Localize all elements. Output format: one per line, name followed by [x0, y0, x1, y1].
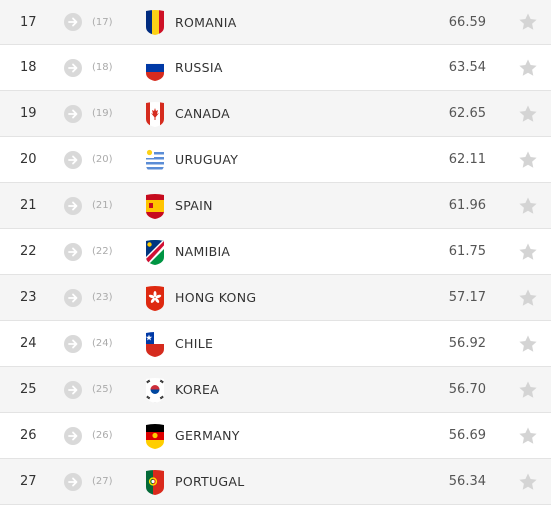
- rank-position: 18: [20, 60, 37, 75]
- previous-rank: (22): [92, 246, 113, 257]
- portugal-flag: [146, 469, 164, 495]
- table-row[interactable]: 20 (20) URUGUAY 62.11: [0, 137, 551, 183]
- star-icon[interactable]: [518, 242, 538, 262]
- star-icon[interactable]: [518, 288, 538, 308]
- star-icon[interactable]: [518, 150, 538, 170]
- arrow-right-circle-icon: [64, 472, 82, 491]
- table-row[interactable]: 23 (23) HONG KONG 57.17: [0, 275, 551, 321]
- previous-rank: (17): [92, 16, 113, 28]
- team-name[interactable]: NAMIBIA: [175, 244, 231, 259]
- star-icon[interactable]: [518, 104, 538, 124]
- arrow-right-circle-icon: [64, 380, 82, 399]
- points-value: 62.11: [448, 152, 486, 167]
- arrow-right-circle-icon: [64, 150, 82, 169]
- points-value: 56.70: [448, 382, 486, 397]
- previous-rank: (25): [92, 384, 113, 395]
- previous-rank: (18): [92, 62, 113, 73]
- points-value: 56.69: [448, 428, 486, 443]
- rank-position: 17: [20, 14, 37, 30]
- arrow-right-circle-icon: [64, 196, 82, 215]
- rank-position: 22: [20, 244, 37, 259]
- arrow-right-circle-icon: [64, 13, 82, 31]
- table-row[interactable]: 21 (21) SPAIN 61.96: [0, 183, 551, 229]
- table-row[interactable]: 18 (18) RUSSIA 63.54: [0, 45, 551, 91]
- team-name[interactable]: KOREA: [175, 382, 219, 397]
- team-name[interactable]: URUGUAY: [175, 152, 239, 167]
- team-name[interactable]: CHILE: [175, 336, 214, 351]
- previous-rank: (26): [92, 430, 113, 441]
- rank-position: 27: [20, 474, 37, 489]
- table-row[interactable]: 22 (22) NAMIBIA 61.75: [0, 229, 551, 275]
- star-icon[interactable]: [518, 380, 538, 400]
- previous-rank: (21): [92, 200, 113, 211]
- points-value: 56.92: [448, 336, 486, 351]
- table-row[interactable]: 26 (26) GERMANY 56.69: [0, 413, 551, 459]
- points-value: 57.17: [448, 290, 486, 305]
- points-value: 66.59: [448, 14, 486, 30]
- uruguay-flag: [146, 147, 164, 173]
- table-row[interactable]: 27 (27) PORTUGAL 56.34: [0, 459, 551, 505]
- rank-position: 21: [20, 198, 37, 213]
- rank-position: 25: [20, 382, 37, 397]
- table-row[interactable]: 25 (25) KOREA 56.70: [0, 367, 551, 413]
- star-icon[interactable]: [518, 334, 538, 354]
- points-value: 61.96: [448, 198, 486, 213]
- arrow-right-circle-icon: [64, 288, 82, 307]
- arrow-right-circle-icon: [64, 58, 82, 77]
- team-name[interactable]: HONG KONG: [175, 290, 257, 305]
- arrow-right-circle-icon: [64, 334, 82, 353]
- previous-rank: (23): [92, 292, 113, 303]
- hong-kong-flag: [146, 285, 164, 311]
- team-name[interactable]: PORTUGAL: [175, 474, 245, 489]
- spain-flag: [146, 193, 164, 219]
- rank-position: 19: [20, 106, 37, 121]
- previous-rank: (27): [92, 476, 113, 487]
- star-icon[interactable]: [518, 472, 538, 492]
- chile-flag: [146, 331, 164, 357]
- star-icon[interactable]: [518, 426, 538, 446]
- points-value: 62.65: [448, 106, 486, 121]
- rank-position: 20: [20, 152, 37, 167]
- table-row[interactable]: 24 (24) CHILE 56.92: [0, 321, 551, 367]
- rank-position: 26: [20, 428, 37, 443]
- points-value: 56.34: [448, 474, 486, 489]
- canada-flag: [146, 101, 164, 127]
- team-name[interactable]: ROMANIA: [175, 14, 237, 30]
- team-name[interactable]: CANADA: [175, 106, 230, 121]
- previous-rank: (20): [92, 154, 113, 165]
- team-name[interactable]: GERMANY: [175, 428, 240, 443]
- germany-flag: [146, 423, 164, 449]
- team-name[interactable]: RUSSIA: [175, 60, 223, 75]
- points-value: 61.75: [448, 244, 486, 259]
- star-icon[interactable]: [518, 58, 538, 78]
- arrow-right-circle-icon: [64, 104, 82, 123]
- romania-flag: [146, 10, 164, 35]
- table-row[interactable]: 17 (17) ROMANIA 66.59: [0, 0, 551, 45]
- rank-position: 24: [20, 336, 37, 351]
- rank-position: 23: [20, 290, 37, 305]
- russia-flag: [146, 55, 164, 81]
- table-row[interactable]: 19 (19) CANADA 62.65: [0, 91, 551, 137]
- star-icon[interactable]: [518, 196, 538, 216]
- previous-rank: (19): [92, 108, 113, 119]
- previous-rank: (24): [92, 338, 113, 349]
- arrow-right-circle-icon: [64, 426, 82, 445]
- points-value: 63.54: [448, 60, 486, 75]
- arrow-right-circle-icon: [64, 242, 82, 261]
- star-icon[interactable]: [518, 12, 538, 32]
- korea-flag: [146, 377, 164, 403]
- team-name[interactable]: SPAIN: [175, 198, 213, 213]
- namibia-flag: [146, 239, 164, 265]
